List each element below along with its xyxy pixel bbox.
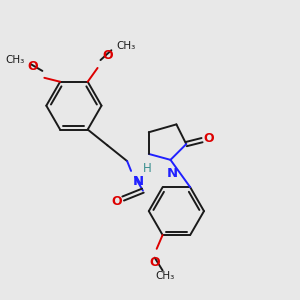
Text: O: O [149,256,160,269]
Text: O: O [103,49,113,62]
Text: CH₃: CH₃ [5,55,25,65]
Text: N: N [133,175,144,188]
Text: CH₃: CH₃ [116,41,136,51]
Text: CH₃: CH₃ [155,272,174,281]
Text: H: H [143,163,152,176]
Text: O: O [111,195,122,208]
Text: N: N [167,167,178,180]
Text: O: O [204,132,214,145]
Text: O: O [28,60,38,73]
